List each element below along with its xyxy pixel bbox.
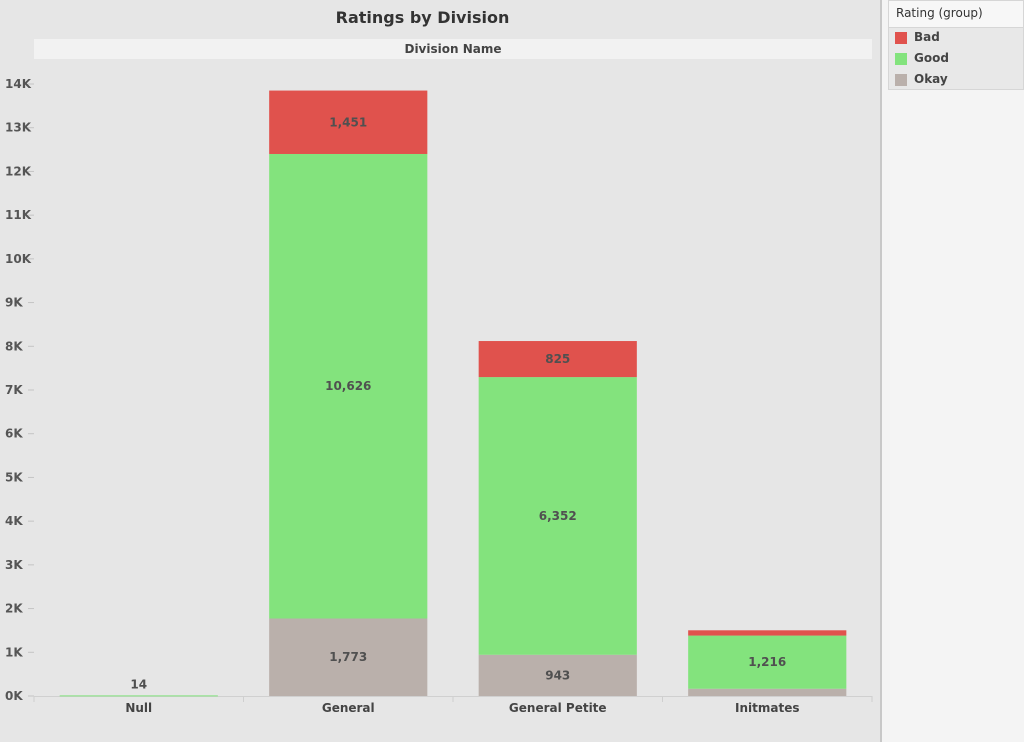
- bar-general-bad: [269, 90, 428, 154]
- y-tick-label-1: 1K: [5, 645, 23, 659]
- x-tick-label-general-petite: General Petite: [509, 701, 607, 715]
- legend-item-good[interactable]: Good: [889, 50, 1023, 70]
- bar-initmates-okay: [688, 688, 847, 696]
- chart-area: Ratings by Division Division Name 0K 1K 2K…: [5, 8, 873, 715]
- x-tick-label-initmates: Initmates: [735, 701, 799, 715]
- y-tick-label-13: 13K: [5, 121, 32, 135]
- bar-general-good: [269, 153, 428, 619]
- x-tick-label-null: Null: [125, 701, 152, 715]
- legend-panel: Rating (group) Bad Good Okay: [882, 0, 1024, 742]
- data-label-general-petite-good: 6,352: [539, 509, 577, 523]
- bar-initmates-bad: [688, 630, 847, 636]
- legend-title: Rating (group): [889, 1, 1023, 28]
- chart-title: Ratings by Division: [335, 8, 510, 27]
- data-label-general-good: 10,626: [325, 379, 371, 393]
- legend-label-okay: Okay: [914, 72, 948, 86]
- bar-initmates-good: [688, 635, 847, 689]
- bar-general-okay: [269, 618, 428, 696]
- bar-null-good: [59, 695, 218, 697]
- y-tick-label-14: 14K: [5, 77, 32, 91]
- legend-label-good: Good: [914, 51, 949, 65]
- bar-chart: 0K 1K 2K 3K 4K 5K 6K 7K 8K 9K 10K 11K 12K 13K 14K Null 1…: [5, 77, 873, 715]
- x-tick-label-general: General: [322, 701, 375, 715]
- bar-general-petite-good: [478, 377, 637, 655]
- bar-general-petite-okay: [478, 654, 637, 696]
- data-label-general-petite-bad: 825: [545, 352, 570, 366]
- legend-swatch-bad: [895, 32, 907, 44]
- y-tick-label-10: 10K: [5, 252, 32, 266]
- bar-general-petite-bad: [478, 341, 637, 378]
- y-tick-label-0: 0K: [5, 689, 23, 703]
- y-tick-label-7: 7K: [5, 383, 23, 397]
- legend-item-okay[interactable]: Okay: [889, 71, 1023, 91]
- data-label-initmates-good: 1,216: [748, 655, 786, 669]
- legend-label-bad: Bad: [914, 30, 940, 44]
- y-tick-label-8: 8K: [5, 339, 23, 353]
- y-tick-label-6: 6K: [5, 427, 23, 441]
- column-header: Division Name: [34, 39, 872, 59]
- legend[interactable]: Rating (group) Bad Good Okay: [888, 0, 1024, 90]
- legend-item-bad[interactable]: Bad: [889, 29, 1023, 49]
- y-tick-label-9: 9K: [5, 296, 23, 310]
- data-label-general-bad: 1,451: [329, 115, 367, 129]
- y-tick-label-5: 5K: [5, 470, 23, 484]
- legend-swatch-okay: [895, 74, 907, 86]
- y-tick-label-2: 2K: [5, 602, 23, 616]
- legend-swatch-good: [895, 53, 907, 65]
- data-label-general-okay: 1,773: [329, 650, 367, 664]
- y-tick-label-3: 3K: [5, 558, 23, 572]
- panel-divider: [880, 0, 882, 742]
- y-tick-label-12: 12K: [5, 164, 32, 178]
- data-label-general-petite-okay: 943: [545, 668, 570, 682]
- y-tick-label-11: 11K: [5, 208, 32, 222]
- y-tick-label-4: 4K: [5, 514, 23, 528]
- data-label-null-good: 14: [130, 677, 147, 691]
